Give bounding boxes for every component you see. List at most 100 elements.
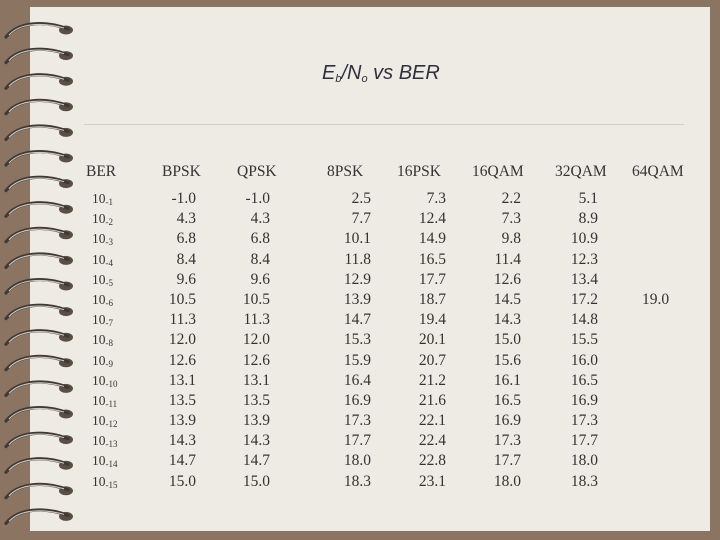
- table-cell: 22.4: [418, 432, 446, 450]
- table-cell: 18.3: [343, 472, 371, 490]
- table-cell: 13.5: [242, 391, 270, 409]
- column-bpsk: BPSK -1.0 4.3 6.8 8.4 9.6 10.5 11.3 12.0 12.6 13.1…: [162, 160, 201, 492]
- column-header: 8PSK: [327, 163, 364, 180]
- column-header: 16QAM: [472, 163, 524, 180]
- binding-coil: [4, 226, 73, 244]
- table-cell: 15.5: [570, 331, 598, 349]
- table-cell: [632, 351, 670, 371]
- column-header: 32QAM: [555, 163, 607, 180]
- table-cell: 16.9: [343, 391, 371, 409]
- table-cell: 12.0: [242, 331, 270, 349]
- table-cell: 15.9: [343, 351, 371, 369]
- table-cell: 6.8: [176, 230, 196, 248]
- column-8psk: 8PSK 2.5 7.7 10.1 11.8 12.9 13.9 14.7 15.3 15.9 16…: [327, 160, 371, 492]
- table-cell: 18.0: [570, 452, 598, 470]
- table-cell: 2.2: [501, 190, 521, 207]
- binding-coil: [4, 278, 73, 295]
- table-cell: 17.7: [418, 270, 446, 288]
- table-cell: 20.7: [418, 351, 446, 369]
- table-cell: 18.0: [343, 452, 371, 470]
- binding-coil: [4, 47, 73, 65]
- column-header: 16PSK: [397, 163, 441, 180]
- table-cell: 18.3: [570, 472, 598, 490]
- table-cell: 17.2: [570, 290, 598, 308]
- ber-cell: 10-10: [92, 372, 118, 389]
- table-cell: 13.9: [242, 412, 270, 430]
- table-cell: 11.3: [243, 311, 270, 329]
- ber-cell: 10-13: [92, 433, 118, 450]
- table-cell: 12.4: [418, 210, 446, 228]
- table-cell: 17.7: [570, 432, 598, 450]
- table-cell: 14.3: [493, 311, 521, 329]
- table-cell: 20.1: [418, 331, 446, 349]
- table-cell: 13.4: [570, 270, 598, 288]
- binding-coil: [4, 482, 73, 500]
- ber-cell: 10-2: [92, 211, 113, 228]
- column-header: 64QAM: [632, 163, 684, 180]
- binding-coil: [4, 175, 73, 193]
- table-cell: 17.3: [343, 412, 371, 430]
- table-cell: 12.6: [493, 270, 521, 288]
- table-cell: 12.3: [570, 250, 598, 268]
- table-cell: [632, 250, 670, 270]
- table-cell: 16.1: [493, 371, 521, 389]
- table-cell: 16.5: [418, 250, 446, 268]
- table-cell: 19.4: [418, 311, 446, 329]
- ber-cell: 10-15: [92, 473, 118, 490]
- slide-title: Eb/No vs BER: [322, 62, 440, 85]
- table-cell: 16.9: [493, 412, 521, 430]
- table-cell: 15.6: [493, 351, 521, 369]
- binding-coil: [4, 124, 73, 141]
- binding-coil: [4, 508, 73, 525]
- table-cell: 12.9: [343, 270, 371, 288]
- table-cell: 21.2: [418, 371, 446, 389]
- table-cell: 17.7: [493, 452, 521, 470]
- table-cell: 18.7: [418, 290, 446, 308]
- table-cell: 13.9: [343, 290, 371, 308]
- table-cell: 14.5: [493, 290, 521, 308]
- table-cell: 12.6: [168, 351, 196, 369]
- ber-cell: 10-1: [92, 191, 113, 207]
- table-cell: 7.3: [501, 210, 521, 228]
- table-cell: 10.5: [168, 290, 196, 308]
- table-cell: 13.1: [168, 371, 196, 389]
- table-cell: 14.7: [242, 452, 270, 470]
- table-cell: 12.0: [168, 331, 196, 349]
- binding-coil: [4, 73, 73, 90]
- table-cell: 8.4: [176, 250, 196, 268]
- ber-cell: 10-9: [92, 352, 113, 369]
- table-cell: 7.3: [426, 190, 446, 207]
- table-cell: 22.1: [418, 412, 446, 430]
- table-cell: -1.0: [171, 190, 196, 207]
- table-cell: 13.5: [168, 391, 196, 409]
- table-cell: 9.6: [250, 270, 270, 288]
- table-cell: 12.6: [242, 351, 270, 369]
- column-16qam: 16QAM 2.2 7.3 9.8 11.4 12.6 14.5 14.3 15.0 15.6 16…: [472, 160, 524, 492]
- table-cell: 16.5: [493, 391, 521, 409]
- table-cell: 16.0: [570, 351, 598, 369]
- table-cell: 11.4: [494, 250, 521, 268]
- table-cell: 10.1: [343, 230, 371, 248]
- table-cell: [632, 189, 670, 209]
- table-cell: [632, 451, 670, 471]
- ber-cell: 10-5: [92, 271, 113, 288]
- table-cell: 17.3: [493, 432, 521, 450]
- binding-coil: [4, 22, 73, 39]
- table-cell: 17.3: [570, 412, 598, 430]
- table-cell: 17.7: [343, 432, 371, 450]
- title-divider: [84, 124, 684, 125]
- table-cell: 14.7: [168, 452, 196, 470]
- table-cell: 14.8: [570, 311, 598, 329]
- table-cell: [632, 209, 670, 229]
- table-cell: 10.5: [242, 290, 270, 308]
- column-header: BER: [86, 163, 117, 180]
- table-cell: [632, 391, 670, 411]
- ber-cell: 10-3: [92, 231, 113, 248]
- table-cell: 15.0: [168, 472, 196, 490]
- table-cell: 11.8: [344, 250, 371, 268]
- table-cell: 13.1: [242, 371, 270, 389]
- table-cell: 15.3: [343, 331, 371, 349]
- ber-cell: 10-4: [92, 251, 113, 268]
- column-header: BPSK: [162, 163, 201, 180]
- binding-coil: [4, 150, 73, 167]
